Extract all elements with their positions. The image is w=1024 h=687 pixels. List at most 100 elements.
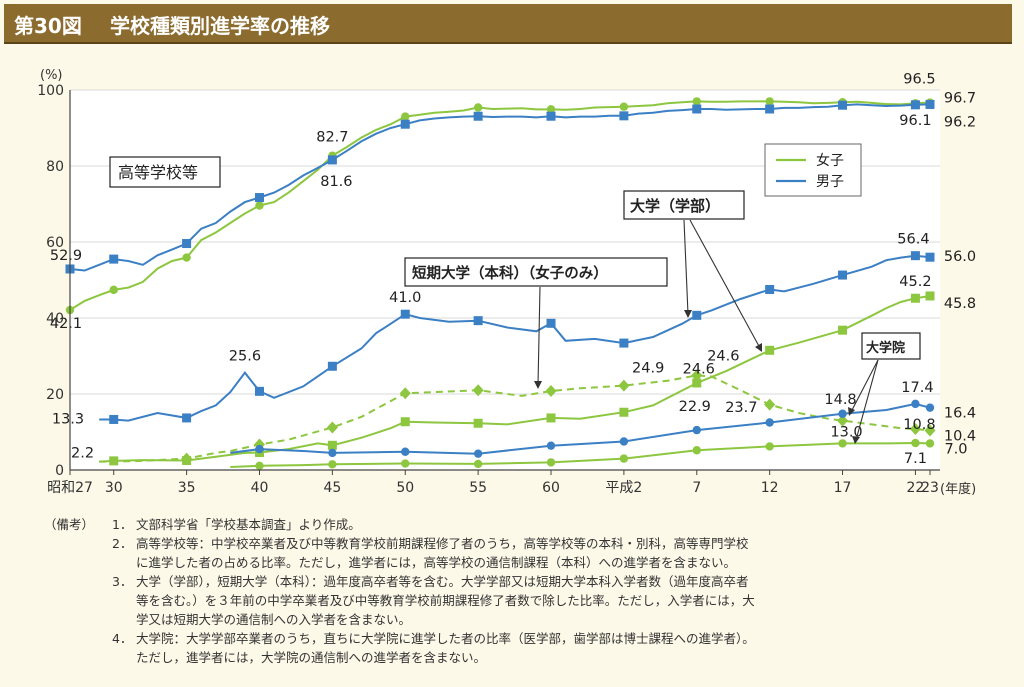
series-line-3 — [99, 254, 931, 422]
notes-label: （備考） — [44, 517, 95, 532]
group-label-junior-college: 短期大学（本科）（女子のみ） — [404, 257, 668, 287]
series-marker — [838, 100, 848, 110]
data-label: 14.8 — [824, 392, 856, 408]
arrow-graduate-male — [850, 359, 879, 413]
series-marker — [473, 418, 483, 428]
data-label: 25.6 — [229, 349, 261, 365]
data-label: 52.9 — [50, 248, 82, 264]
series-marker — [109, 414, 119, 424]
note-number: 3． — [112, 574, 133, 589]
x-tick-label: 60 — [542, 480, 560, 496]
series-marker — [838, 325, 848, 335]
group-label-graduate-school-text: 大学院 — [866, 340, 905, 356]
data-label: 10.8 — [903, 417, 935, 433]
series-marker — [182, 239, 192, 249]
x-tick-label: 55 — [469, 480, 487, 496]
series-marker — [619, 102, 629, 111]
series-marker — [925, 99, 935, 109]
series-marker — [619, 338, 629, 348]
series-marker — [925, 403, 935, 412]
series-marker — [546, 458, 556, 467]
data-label: 24.6 — [707, 349, 739, 365]
series-marker — [838, 270, 848, 280]
series-line-2 — [99, 295, 931, 463]
arrowhead-university-female — [755, 343, 762, 352]
x-axis-unit: (年度) — [940, 481, 976, 497]
series-line-5 — [230, 441, 931, 468]
x-tick-label: 30 — [105, 480, 123, 496]
legend: 女子 男子 — [764, 143, 862, 197]
figure-title: 学校種類別進学率の推移 — [110, 14, 330, 38]
series-marker — [618, 379, 630, 392]
note-line: 文部科学省「学校基本調査」より作成。 — [136, 517, 361, 532]
series-marker — [255, 461, 264, 471]
series-marker — [401, 447, 410, 456]
series-marker — [925, 439, 935, 448]
group-label-university-text: 大学（学部） — [630, 197, 720, 215]
data-label: 82.7 — [316, 130, 348, 146]
arrowhead-graduate-female — [852, 436, 860, 444]
series-marker — [692, 310, 702, 320]
group-label-university: 大学（学部） — [623, 190, 745, 220]
series-marker — [765, 97, 774, 106]
series-marker — [910, 100, 920, 110]
note-number: 2． — [112, 536, 133, 551]
series-marker — [838, 409, 847, 418]
series-marker — [546, 318, 556, 328]
series-marker — [765, 442, 774, 451]
group-label-graduate-school: 大学院 — [861, 332, 921, 360]
data-label: 2.2 — [71, 446, 94, 462]
note-number: 4． — [112, 631, 133, 646]
series-marker — [181, 452, 193, 465]
series-marker — [692, 446, 701, 455]
series-marker — [692, 104, 702, 114]
series-marker — [765, 418, 774, 427]
title-bar: 第30図 学校種類別進学率の推移 — [4, 4, 1012, 44]
series-marker — [546, 111, 556, 121]
x-tick-label: 45 — [323, 480, 341, 496]
series-marker — [838, 439, 847, 448]
data-label: 41.0 — [389, 290, 421, 306]
series-marker — [399, 387, 411, 400]
series-marker — [909, 422, 921, 435]
series-marker — [327, 155, 337, 165]
x-tick-label: 50 — [396, 480, 414, 496]
legend-label-male: 男子 — [816, 174, 844, 190]
series-marker — [619, 437, 629, 446]
note-line: 学又は短期大学の通信制への入学者を含まない。 — [136, 612, 412, 627]
series-marker — [472, 384, 484, 397]
series-marker — [619, 407, 629, 417]
series-marker — [401, 459, 410, 468]
series-marker — [326, 421, 338, 434]
series-marker — [692, 97, 701, 106]
data-label: 81.6 — [320, 174, 352, 190]
series-marker — [473, 449, 483, 458]
series-marker — [254, 386, 264, 396]
note-line: に進学した者の占める比率。ただし，進学者には，高等学校の通信制課程（本科）への進… — [136, 555, 737, 570]
y-tick-label: 40 — [46, 311, 64, 327]
data-label: 24.6 — [683, 362, 715, 378]
arrow-university-female — [689, 219, 761, 349]
callout-arrows — [537, 219, 879, 441]
series-marker — [765, 345, 775, 355]
series-marker — [837, 414, 849, 427]
x-tick-label: 7 — [692, 480, 701, 496]
series-marker — [182, 413, 192, 423]
series-marker — [546, 441, 556, 450]
series-line-6 — [230, 402, 931, 455]
series-marker — [764, 398, 776, 411]
note-line: 高等学校等：中学校卒業者及び中等教育学校前期課程修了者のうち，高等学校等の本科・… — [136, 536, 749, 551]
series-marker — [911, 399, 920, 409]
series-marker — [924, 424, 936, 437]
y-tick-label: 80 — [46, 159, 64, 175]
series-marker — [691, 369, 703, 382]
series-marker — [545, 384, 557, 397]
data-label: 7.0 — [944, 441, 967, 457]
data-label: 24.9 — [632, 360, 664, 376]
series-marker — [400, 417, 410, 427]
data-label: 13.3 — [52, 411, 84, 427]
data-label: 16.4 — [944, 406, 976, 422]
series-marker — [328, 448, 337, 458]
group-label-high-school: 高等学校等 — [109, 156, 221, 188]
y-axis-unit: (%) — [40, 68, 63, 83]
